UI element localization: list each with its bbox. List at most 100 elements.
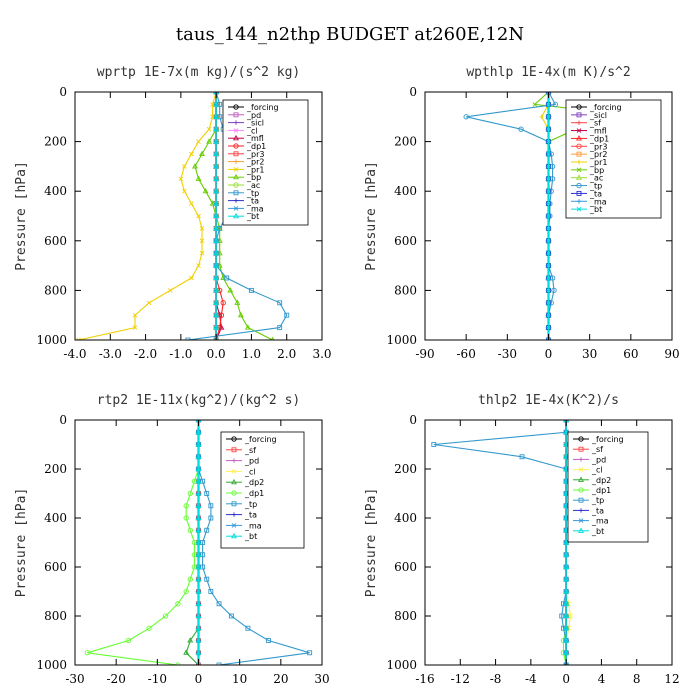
data-point bbox=[195, 175, 202, 181]
data-point bbox=[277, 300, 283, 306]
data-point bbox=[546, 337, 551, 340]
y-tick-label: 1000 bbox=[36, 658, 67, 672]
y-tick-label: 800 bbox=[394, 609, 417, 623]
data-point bbox=[563, 465, 570, 472]
legend-marker bbox=[233, 212, 239, 219]
data-point bbox=[187, 576, 193, 582]
data-point bbox=[546, 250, 551, 256]
legend-marker bbox=[578, 527, 584, 533]
legend-marker bbox=[233, 206, 239, 211]
legend-marker bbox=[233, 134, 239, 141]
legend-marker bbox=[576, 190, 582, 196]
data-point bbox=[218, 312, 225, 318]
legend-entry: _pd bbox=[228, 111, 261, 120]
legend-entry: _forcing bbox=[571, 103, 622, 112]
data-point bbox=[248, 287, 254, 293]
data-point bbox=[234, 299, 241, 305]
x-tick-label: 10 bbox=[232, 672, 247, 686]
legend-label: _pr2 bbox=[246, 158, 264, 167]
data-point bbox=[224, 275, 230, 281]
x-tick-label: 1.0 bbox=[242, 347, 261, 361]
data-point bbox=[195, 563, 202, 570]
data-point bbox=[563, 490, 570, 496]
legend-label: _pr2 bbox=[589, 150, 607, 159]
legend-label: _forcing bbox=[589, 103, 622, 112]
legend-label: _pd bbox=[244, 457, 259, 466]
data-point bbox=[563, 637, 570, 643]
data-point bbox=[195, 477, 202, 484]
legend-label: _pr1 bbox=[246, 165, 264, 174]
legend-entry: _pr1 bbox=[228, 165, 264, 174]
data-point bbox=[563, 563, 570, 570]
data-point bbox=[187, 527, 193, 533]
data-point bbox=[546, 164, 551, 169]
legend-entry: _forcing bbox=[226, 435, 277, 444]
data-point bbox=[192, 163, 198, 169]
data-point bbox=[187, 490, 193, 497]
legend-entry: _tp bbox=[228, 189, 259, 198]
legend-marker bbox=[231, 436, 237, 442]
legend-entry: _mfl bbox=[228, 134, 264, 143]
data-point bbox=[563, 441, 570, 447]
legend-entry: _bt bbox=[226, 532, 257, 541]
panel-4: thlp2 1E-4x(K^2)/s Pressure [hPa] -16 -12 -8… bbox=[364, 393, 680, 686]
legend-marker bbox=[231, 532, 237, 539]
data-point bbox=[227, 287, 234, 293]
data-point bbox=[206, 126, 212, 132]
y-tick-label: 400 bbox=[394, 511, 417, 525]
legend-marker bbox=[233, 190, 239, 196]
x-tick-label: -16 bbox=[415, 672, 434, 686]
y-tick-label: 200 bbox=[394, 135, 417, 149]
legend-marker bbox=[576, 199, 582, 204]
data-point bbox=[213, 187, 220, 194]
legend-entry: _pr2 bbox=[228, 158, 264, 167]
legend-marker bbox=[231, 490, 237, 496]
data-point bbox=[463, 114, 469, 120]
data-point bbox=[213, 138, 220, 144]
data-point bbox=[213, 337, 219, 340]
data-point bbox=[245, 625, 251, 631]
x-tick-label: -60 bbox=[457, 347, 476, 361]
y-tick-label: 1000 bbox=[386, 658, 417, 672]
data-point bbox=[182, 164, 187, 169]
x-tick-label: 2.0 bbox=[277, 347, 296, 361]
legend: _forcing_pd_sicl_cl_mfl_dp1_pr3_pr2_pr1_… bbox=[222, 99, 309, 226]
data-point bbox=[563, 477, 570, 484]
legend-label: _forcing bbox=[591, 435, 624, 444]
data-point bbox=[546, 139, 551, 144]
data-point bbox=[213, 274, 220, 281]
y-tick-label: 800 bbox=[44, 283, 67, 297]
legend-label: _pd bbox=[591, 455, 606, 464]
data-point bbox=[546, 263, 551, 268]
data-point bbox=[213, 125, 220, 132]
legend-marker bbox=[231, 469, 237, 474]
legend-label: _sicl bbox=[589, 111, 607, 120]
legend-entry: _sicl bbox=[228, 119, 264, 128]
data-point bbox=[195, 588, 202, 594]
data-point bbox=[568, 613, 573, 619]
legend-marker bbox=[231, 478, 237, 485]
legend-label: _mfl bbox=[589, 127, 607, 136]
x-tick-label: -1.0 bbox=[169, 347, 192, 361]
legend-label: _ac bbox=[589, 174, 603, 183]
legend-label: _ac bbox=[246, 181, 260, 190]
data-point bbox=[76, 337, 81, 340]
data-point bbox=[195, 624, 202, 631]
legend-marker bbox=[576, 128, 582, 133]
y-tick-label: 0 bbox=[409, 85, 417, 99]
x-tick-label: -30 bbox=[498, 347, 517, 361]
data-point bbox=[216, 662, 222, 665]
data-point bbox=[202, 187, 209, 194]
legend-entry: _ma bbox=[571, 197, 607, 206]
data-point bbox=[195, 502, 202, 508]
x-tick-label: -30 bbox=[65, 672, 84, 686]
y-axis-label: Pressure [hPa] bbox=[14, 161, 29, 271]
y-tick-label: 800 bbox=[394, 283, 417, 297]
data-point bbox=[532, 102, 538, 107]
legend-label: _sf bbox=[591, 445, 603, 454]
data-point bbox=[183, 503, 189, 509]
data-point bbox=[213, 113, 220, 119]
legend: _forcing _sf _pd_cl _dp2 _dp1 _tp _ta_ma _bt bbox=[220, 431, 305, 549]
